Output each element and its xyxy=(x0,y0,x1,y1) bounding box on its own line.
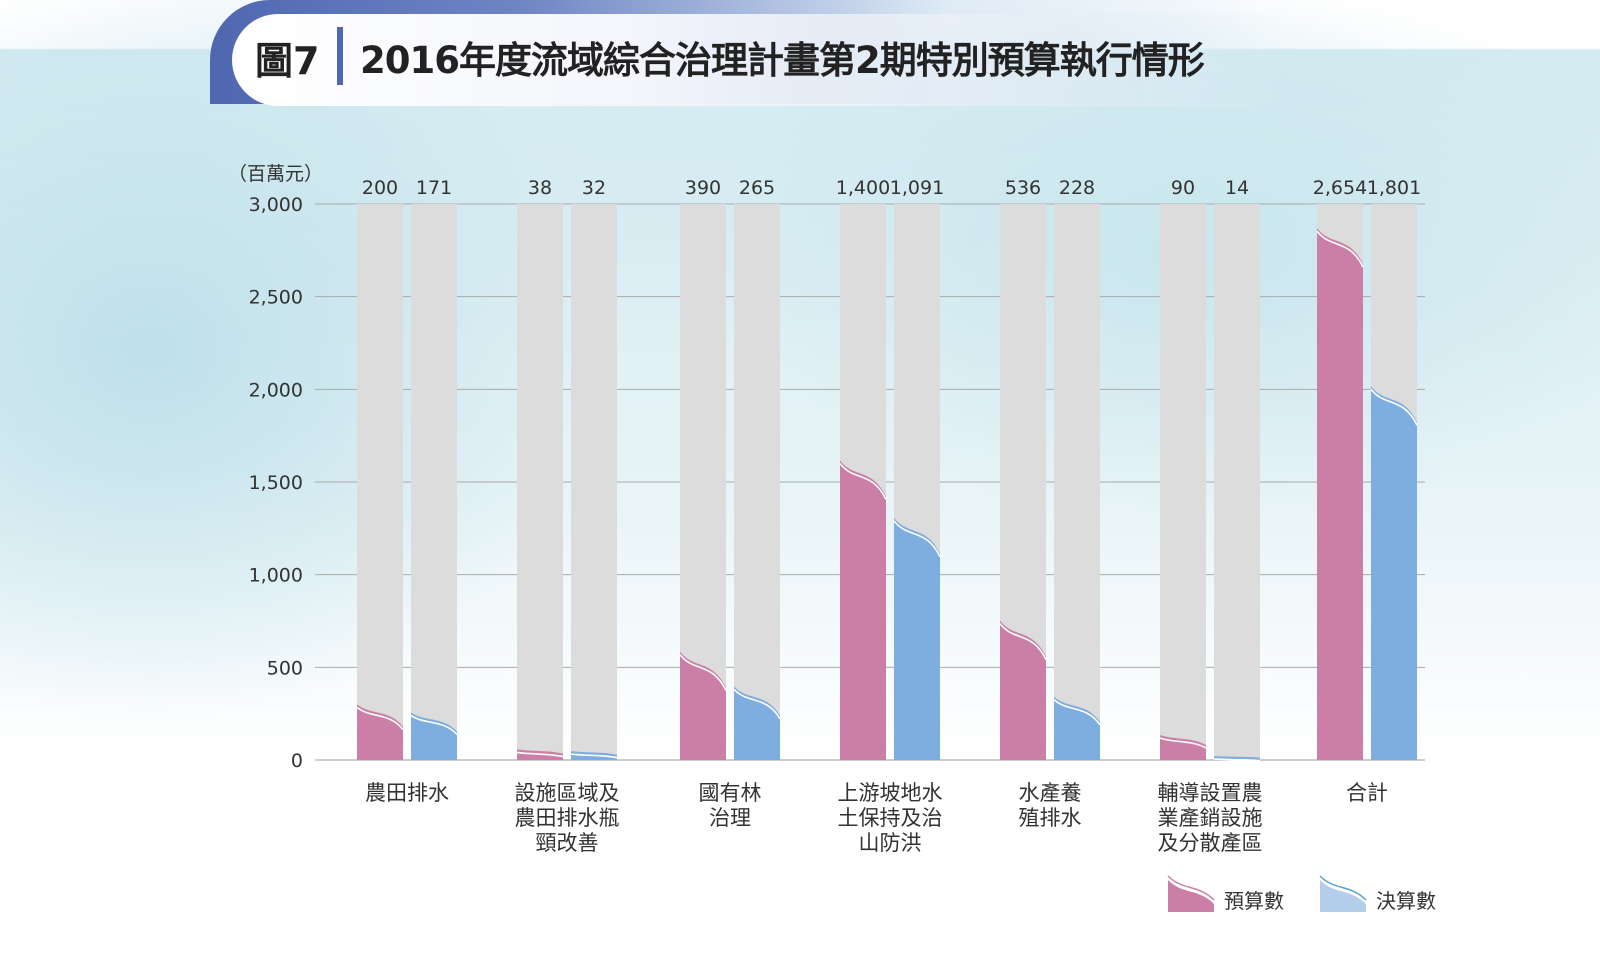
legend-swatch-line xyxy=(1167,875,1215,901)
y-tick-label: 2,000 xyxy=(249,379,303,401)
data-label: 1,801 xyxy=(1367,177,1421,199)
bar-budget xyxy=(357,704,403,760)
bar-budget xyxy=(680,651,726,760)
bar-highlight xyxy=(516,751,564,758)
x-tick-label: 山防洪 xyxy=(859,831,922,855)
figure-label: 圖7 xyxy=(255,39,320,83)
bar-highlight xyxy=(1316,230,1364,268)
bar-background xyxy=(1054,204,1100,760)
legend-swatch-icon xyxy=(1320,880,1366,912)
data-label: 200 xyxy=(362,177,398,199)
y-tick-label: 500 xyxy=(267,657,303,679)
bar-highlight xyxy=(570,753,618,759)
data-label: 14 xyxy=(1225,177,1249,199)
bar-highlight xyxy=(1053,699,1101,726)
y-axis-label: （百萬元） xyxy=(228,163,323,185)
y-tick-label: 1,500 xyxy=(249,472,303,494)
bar-highlight xyxy=(893,520,941,558)
bar-budget xyxy=(1317,228,1363,760)
bar-background xyxy=(517,204,563,760)
bar-background xyxy=(571,204,617,760)
bar-highlight xyxy=(1370,388,1418,426)
chart-title: 2016年度流域綜合治理計畫第2期特別預算執行情形 xyxy=(360,39,1205,82)
bar-actual xyxy=(411,712,457,760)
x-tick-label: 土保持及治 xyxy=(838,806,943,830)
bar-highlight xyxy=(410,714,458,736)
x-tick-label: 頸改善 xyxy=(536,831,599,855)
x-tick-label: 農田排水 xyxy=(365,781,449,805)
legend-label: 預算數 xyxy=(1224,889,1284,913)
legend-swatch-line xyxy=(1319,875,1367,901)
bar-actual xyxy=(894,517,940,760)
data-label: 38 xyxy=(528,177,552,199)
bar-budget xyxy=(840,460,886,760)
data-label: 228 xyxy=(1059,177,1095,199)
x-tick-label: 水產養 xyxy=(1019,781,1082,805)
y-tick-label: 1,000 xyxy=(249,565,303,587)
data-label: 265 xyxy=(739,177,775,199)
x-tick-label: 輔導設置農 xyxy=(1158,781,1263,805)
bar-background xyxy=(1214,204,1260,760)
y-tick-label: 2,500 xyxy=(249,287,303,309)
bar-background xyxy=(1160,204,1206,760)
bar-highlight xyxy=(839,463,887,500)
data-label: 2,654 xyxy=(1313,177,1367,199)
legend-label: 決算數 xyxy=(1376,889,1436,913)
x-tick-label: 及分散產區 xyxy=(1158,831,1263,855)
y-tick-label: 0 xyxy=(291,750,303,772)
bar-actual xyxy=(1371,386,1417,760)
x-tick-label: 合計 xyxy=(1346,781,1388,805)
y-tick-label: 3,000 xyxy=(249,194,303,216)
x-tick-label: 上游坡地水 xyxy=(838,781,943,805)
x-tick-label: 業產銷設施 xyxy=(1158,806,1263,830)
bar-background xyxy=(734,204,780,760)
bar-actual xyxy=(734,686,780,760)
bar-background xyxy=(357,204,403,760)
data-label: 536 xyxy=(1005,177,1041,199)
legend-swatch-icon xyxy=(1168,880,1214,912)
data-label: 1,091 xyxy=(890,177,944,199)
bar-highlight xyxy=(679,654,727,691)
data-label: 390 xyxy=(685,177,721,199)
title-divider xyxy=(337,27,343,85)
data-label: 1,400 xyxy=(836,177,890,199)
x-tick-label: 國有林 xyxy=(699,781,762,805)
bar-highlight xyxy=(733,688,781,720)
bar-highlight xyxy=(999,623,1047,661)
bar-budget xyxy=(1000,620,1046,760)
bar-background xyxy=(411,204,457,760)
data-label: 171 xyxy=(416,177,452,199)
data-label: 32 xyxy=(582,177,606,199)
bar-actual xyxy=(1054,696,1100,760)
x-tick-label: 殖排水 xyxy=(1019,806,1082,830)
x-tick-label: 治理 xyxy=(709,806,751,830)
x-tick-label: 設施區域及 xyxy=(515,781,620,805)
bar-highlight xyxy=(356,706,404,731)
bar-highlight xyxy=(1213,758,1261,762)
title-banner-inner xyxy=(232,14,1282,106)
bar-highlight xyxy=(1159,737,1207,749)
data-label: 90 xyxy=(1171,177,1195,199)
x-tick-label: 農田排水瓶 xyxy=(515,806,620,830)
